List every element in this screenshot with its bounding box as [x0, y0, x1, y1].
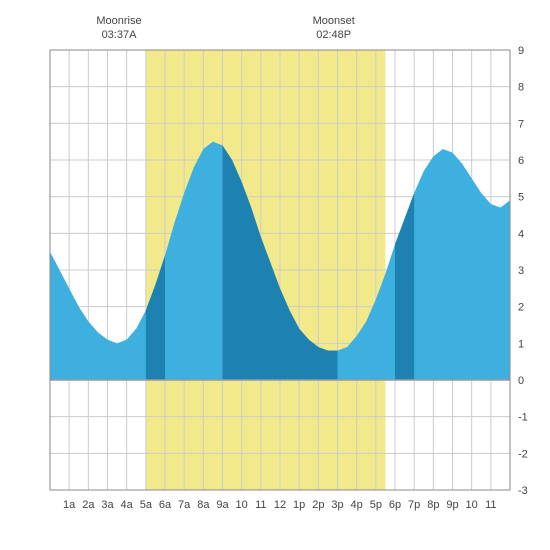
chart-svg: -3-2-101234567891a2a3a4a5a6a7a8a9a101112…	[10, 10, 540, 540]
moonrise-label: Moonrise	[96, 15, 141, 27]
y-tick-label: -3	[518, 485, 528, 497]
x-tick-label: 7p	[408, 499, 420, 511]
x-tick-label: 11	[485, 499, 496, 511]
x-tick-label: 1p	[293, 499, 305, 511]
y-tick-label: 6	[518, 155, 524, 167]
x-tick-label: 10	[466, 499, 478, 511]
y-tick-label: 8	[518, 82, 524, 94]
tide-chart: -3-2-101234567891a2a3a4a5a6a7a8a9a101112…	[10, 10, 540, 540]
x-tick-label: 12	[274, 499, 286, 511]
x-tick-label: 4a	[121, 499, 134, 511]
x-tick-label: 9a	[216, 499, 229, 511]
x-tick-label: 8p	[427, 499, 439, 511]
x-tick-label: 6a	[159, 499, 172, 511]
x-tick-label: 2p	[312, 499, 324, 511]
x-tick-label: 3p	[331, 499, 343, 511]
x-tick-label: 2a	[82, 499, 95, 511]
y-tick-label: 2	[518, 302, 524, 314]
y-tick-label: 1	[518, 338, 524, 350]
y-tick-label: 4	[518, 228, 524, 240]
y-tick-label: 5	[518, 192, 524, 204]
y-tick-label: 0	[518, 375, 524, 387]
x-tick-label: 7a	[178, 499, 191, 511]
y-tick-label: -2	[518, 448, 528, 460]
x-tick-label: 5p	[370, 499, 382, 511]
x-tick-label: 1a	[63, 499, 76, 511]
tide-area-dark	[395, 193, 414, 380]
y-tick-label: 3	[518, 265, 524, 277]
y-tick-label: 7	[518, 118, 524, 130]
x-tick-label: 5a	[140, 499, 153, 511]
x-tick-label: 6p	[389, 499, 401, 511]
x-tick-label: 8a	[197, 499, 210, 511]
y-tick-label: 9	[518, 45, 524, 57]
x-tick-label: 3a	[101, 499, 114, 511]
x-tick-label: 4p	[351, 499, 363, 511]
moonset-time: 02:48P	[316, 29, 351, 41]
moonrise-time: 03:37A	[102, 29, 138, 41]
x-tick-label: 9p	[446, 499, 458, 511]
moonset-label: Moonset	[313, 15, 355, 27]
x-tick-label: 11	[255, 499, 266, 511]
y-tick-label: -1	[518, 412, 528, 424]
x-tick-label: 10	[236, 499, 248, 511]
